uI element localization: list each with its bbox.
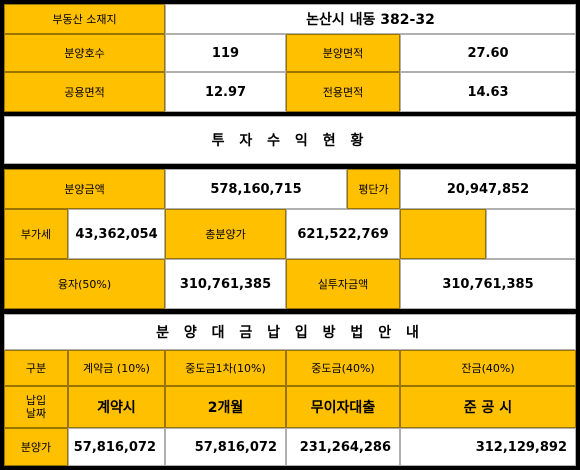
actual-investment-label: 실투자금액	[286, 259, 400, 309]
investment-title: 투 자 수 익 현 황	[4, 116, 576, 164]
sale-amount-label: 분양금액	[4, 169, 165, 209]
unit-label: 분양호수	[4, 34, 165, 72]
vat-label: 부가세	[4, 209, 68, 259]
sale-area-label: 분양면적	[286, 34, 400, 72]
column-header: 중도금(40%)	[286, 350, 400, 386]
actual-investment-value: 310,761,385	[400, 259, 576, 309]
common-area-value: 12.97	[165, 72, 286, 112]
column-header: 잔금(40%)	[400, 350, 576, 386]
unit-value: 119	[165, 34, 286, 72]
due-date-label-line1: 납입	[25, 394, 47, 407]
loan-value: 310,761,385	[165, 259, 286, 309]
column-header: 계약금 (10%)	[68, 350, 165, 386]
loan-label: 융자(50%)	[4, 259, 165, 309]
due-date-label-line2: 날짜	[25, 407, 47, 420]
payment-title: 분 양 대 금 납 입 방 법 안 내	[4, 314, 576, 350]
amount-value: 57,816,072	[68, 428, 165, 466]
location-label: 부동산 소재지	[4, 4, 165, 34]
due-date: 계약시	[68, 386, 165, 428]
due-date-label: 납입 날짜	[4, 386, 68, 428]
exclusive-area-label: 전용면적	[286, 72, 400, 112]
due-date: 2개월	[165, 386, 286, 428]
amount-value: 312,129,892	[400, 428, 576, 466]
location-value: 논산시 내동 382-32	[165, 4, 576, 34]
category-label: 구분	[4, 350, 68, 386]
investment-sheet: 부동산 소재지 논산시 내동 382-32 분양호수 119 분양면적 27.6…	[4, 4, 576, 466]
due-date: 무이자대출	[286, 386, 400, 428]
common-area-label: 공용면적	[4, 72, 165, 112]
amount-value: 57,816,072	[165, 428, 286, 466]
column-header: 중도금1차(10%)	[165, 350, 286, 386]
empty-orange-cell	[400, 209, 486, 259]
total-sale-value: 621,522,769	[286, 209, 400, 259]
sale-amount-value: 578,160,715	[165, 169, 347, 209]
total-sale-label: 총분양가	[165, 209, 286, 259]
exclusive-area-value: 14.63	[400, 72, 576, 112]
due-date: 준 공 시	[400, 386, 576, 428]
price-per-pyeong-value: 20,947,852	[400, 169, 576, 209]
vat-value: 43,362,054	[68, 209, 165, 259]
amount-value: 231,264,286	[286, 428, 400, 466]
empty-white-cell	[486, 209, 576, 259]
sale-area-value: 27.60	[400, 34, 576, 72]
amount-label: 분양가	[4, 428, 68, 466]
price-per-pyeong-label: 평단가	[347, 169, 400, 209]
